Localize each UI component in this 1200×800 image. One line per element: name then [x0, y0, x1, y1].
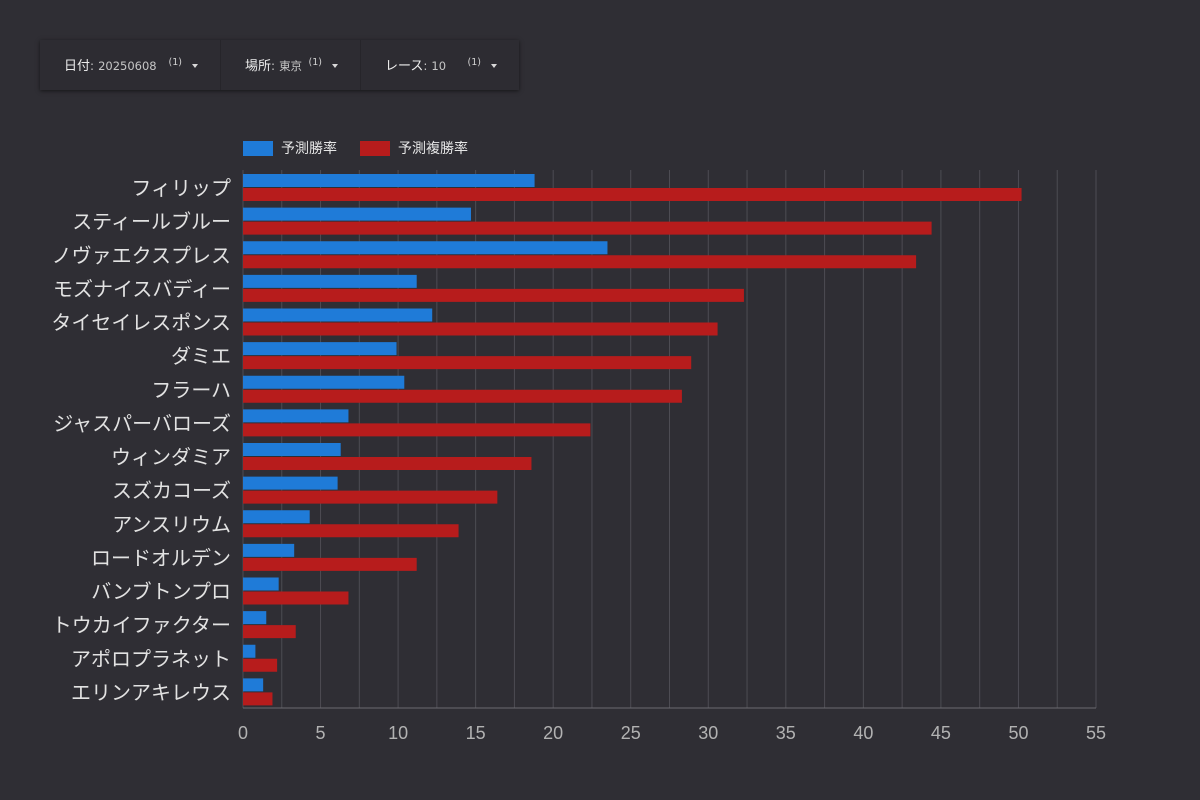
predicted-win-rate-bar[interactable]: [243, 443, 341, 456]
predicted-place-rate-bar[interactable]: [243, 288, 744, 302]
x-tick-label: 40: [853, 723, 873, 743]
predicted-place-rate-bar[interactable]: [243, 389, 682, 403]
predicted-win-rate-bar[interactable]: [243, 342, 397, 356]
y-category-label: フラーハ: [151, 378, 231, 402]
predicted-win-rate-bar[interactable]: [243, 644, 256, 658]
filter-separator: :: [423, 59, 428, 73]
predicted-win-rate-bar[interactable]: [243, 274, 417, 288]
predicted-place-rate-bar[interactable]: [243, 524, 459, 538]
x-tick-label: 25: [621, 723, 641, 743]
filter-bar: 日付: 20250608 (1) 場所: 東京 (1) レース: 10 (1): [40, 40, 519, 90]
filter-selection-count: (1): [308, 57, 322, 68]
y-category-label: モズナイスバディー: [53, 277, 231, 301]
predicted-win-rate-bar[interactable]: [243, 409, 349, 423]
y-category-label: バンブトンプロ: [91, 580, 231, 604]
x-tick-label: 50: [1008, 723, 1028, 743]
dropdown-arrow-icon[interactable]: [491, 64, 497, 68]
y-category-label: エリンアキレウス: [71, 680, 231, 704]
x-tick-label: 20: [543, 723, 563, 743]
predicted-win-rate-bar[interactable]: [243, 241, 608, 255]
x-tick-label: 35: [776, 723, 796, 743]
dropdown-arrow-icon[interactable]: [192, 64, 198, 68]
x-tick-label: 0: [238, 723, 248, 743]
predicted-place-rate-bar[interactable]: [243, 557, 417, 571]
predicted-win-rate-bar[interactable]: [243, 678, 264, 692]
y-category-label: アポロプラネット: [71, 647, 231, 671]
predicted-win-rate-bar[interactable]: [243, 476, 338, 490]
x-tick-label: 5: [316, 723, 326, 743]
y-category-label: トウカイファクター: [52, 613, 231, 637]
filter-value: 20250608: [98, 59, 157, 73]
y-category-label: ジャスパーバローズ: [53, 411, 231, 435]
predicted-place-rate-bar[interactable]: [243, 457, 532, 470]
predicted-place-rate-bar[interactable]: [243, 188, 1022, 201]
x-tick-label: 30: [698, 723, 718, 743]
predicted-place-rate-bar[interactable]: [243, 625, 296, 639]
y-category-label: ノヴァエクスプレス: [52, 243, 231, 267]
x-tick-label: 10: [388, 723, 408, 743]
predicted-win-rate-bar[interactable]: [243, 543, 295, 557]
filter-separator: :: [90, 59, 95, 73]
filter-label: 日付: [64, 59, 91, 74]
y-category-label: ダミエ: [171, 344, 231, 368]
y-category-label: タイセイレスポンス: [51, 311, 231, 335]
race-filter-dropdown[interactable]: レース: 10 (1): [360, 40, 519, 90]
predicted-win-rate-bar[interactable]: [243, 174, 535, 187]
x-tick-label: 15: [466, 723, 486, 743]
filter-value: 東京: [279, 59, 303, 73]
predicted-win-rate-bar[interactable]: [243, 375, 405, 389]
chart-legend: 予測勝率 予測複勝率: [243, 138, 491, 158]
predicted-place-rate-bar[interactable]: [243, 423, 591, 437]
y-category-label: スズカコーズ: [112, 479, 231, 503]
filter-label: 場所: [245, 59, 272, 74]
predicted-win-rate-bar[interactable]: [243, 510, 310, 524]
legend-label: 予測勝率: [281, 141, 337, 157]
predicted-place-rate-bar[interactable]: [243, 658, 278, 672]
predicted-place-rate-bar[interactable]: [243, 356, 692, 370]
filter-selection-count: (1): [168, 57, 182, 68]
predicted-place-rate-bar[interactable]: [243, 692, 273, 706]
filter-value: 10: [431, 59, 447, 73]
y-category-label: アンスリウム: [112, 512, 231, 536]
y-category-label: ウィンダミア: [111, 445, 231, 469]
x-tick-label: 55: [1086, 723, 1106, 743]
predicted-place-rate-bar[interactable]: [243, 490, 498, 504]
legend-swatch: [360, 140, 390, 156]
predicted-win-rate-bar[interactable]: [243, 308, 433, 322]
legend-item-predicted-place-rate: 予測複勝率: [360, 138, 468, 158]
predicted-place-rate-bar[interactable]: [243, 221, 932, 235]
y-category-label: スティールブルー: [72, 210, 231, 234]
date-filter-dropdown[interactable]: 日付: 20250608 (1): [40, 40, 220, 90]
filter-selection-count: (1): [467, 57, 481, 68]
predicted-win-rate-bar[interactable]: [243, 577, 279, 591]
x-tick-label: 45: [931, 723, 951, 743]
venue-filter-dropdown[interactable]: 場所: 東京 (1): [220, 40, 360, 90]
legend-label: 予測複勝率: [398, 141, 468, 157]
predicted-win-rate-bar[interactable]: [243, 207, 471, 221]
predicted-place-rate-bar[interactable]: [243, 255, 917, 269]
predicted-win-rate-bar[interactable]: [243, 611, 267, 625]
predicted-place-rate-bar[interactable]: [243, 322, 718, 336]
legend-item-predicted-win-rate: 予測勝率: [243, 138, 337, 158]
filter-separator: :: [271, 59, 276, 73]
dropdown-arrow-icon[interactable]: [332, 64, 338, 68]
legend-swatch: [243, 140, 273, 156]
y-category-label: ロードオルデン: [91, 546, 231, 570]
filter-label: レース: [385, 59, 424, 74]
y-category-label: フィリップ: [131, 176, 231, 200]
predicted-place-rate-bar[interactable]: [243, 591, 349, 605]
